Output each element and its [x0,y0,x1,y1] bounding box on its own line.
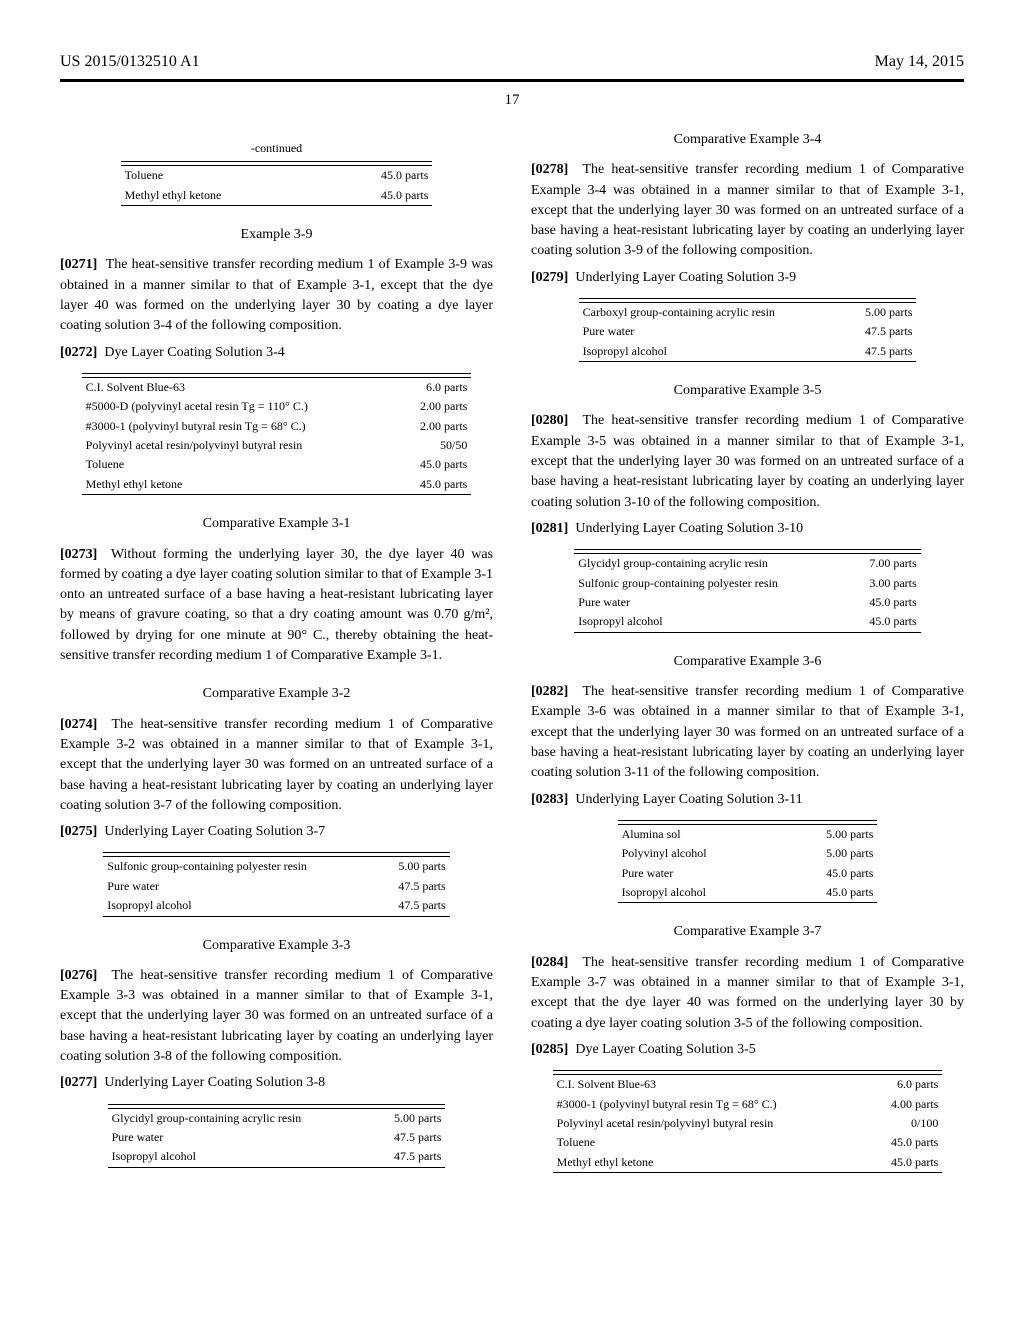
table-row: Methyl ethyl ketone45.0 parts [121,186,433,206]
table-row: Isopropyl alcohol45.0 parts [574,612,920,632]
table-row: Polyvinyl alcohol5.00 parts [618,844,878,863]
paragraph: [0281] Underlying Layer Coating Solution… [531,519,964,539]
para-number: [0278] [531,162,568,177]
composition-table: Sulfonic group-containing polyester resi… [60,852,493,917]
paragraph: [0275] Underlying Layer Coating Solution… [60,822,493,842]
table-row: Isopropyl alcohol47.5 parts [108,1147,446,1167]
table-row: Methyl ethyl ketone45.0 parts [553,1153,943,1173]
right-column: Comparative Example 3-4 [0278] The heat-… [531,130,964,1190]
table-row: Glycidyl group-containing acrylic resin7… [574,554,920,574]
paragraph: [0273] Without forming the underlying la… [60,545,493,667]
section-title: Comparative Example 3-7 [531,922,964,942]
paragraph: [0272] Dye Layer Coating Solution 3-4 [60,343,493,363]
table-row: #3000-1 (polyvinyl butyral resin Tg = 68… [82,417,472,436]
composition-table: C.I. Solvent Blue-636.0 parts #3000-1 (p… [531,1070,964,1174]
table-row: Polyvinyl acetal resin/polyvinyl butyral… [82,436,472,455]
paragraph: [0276] The heat-sensitive transfer recor… [60,966,493,1067]
table-row: Alumina sol5.00 parts [618,824,878,844]
table-row: Toluene45.0 parts [82,455,472,474]
section-title: Comparative Example 3-4 [531,130,964,150]
composition-table: C.I. Solvent Blue-636.0 parts #5000-D (p… [60,373,493,496]
table-row: Pure water47.5 parts [579,322,917,341]
section-title: Comparative Example 3-6 [531,652,964,672]
table-row: C.I. Solvent Blue-636.0 parts [553,1075,943,1095]
table-row: Sulfonic group-containing polyester resi… [574,574,920,593]
paragraph: [0280] The heat-sensitive transfer recor… [531,411,964,512]
left-column: -continued Toluene45.0 parts Methyl ethy… [60,130,493,1190]
paragraph: [0285] Dye Layer Coating Solution 3-5 [531,1040,964,1060]
continued-table: -continued Toluene45.0 parts Methyl ethy… [60,140,493,207]
section-title: Example 3-9 [60,225,493,245]
section-title: Comparative Example 3-5 [531,381,964,401]
paragraph: [0278] The heat-sensitive transfer recor… [531,160,964,261]
paragraph: [0271] The heat-sensitive transfer recor… [60,255,493,336]
doc-date: May 14, 2015 [875,50,964,73]
para-number: [0271] [60,257,97,272]
table-row: Pure water45.0 parts [618,864,878,883]
para-number: [0279] [531,270,568,285]
page-number: 17 [60,90,964,112]
table-row: Glycidyl group-containing acrylic resin5… [108,1108,446,1128]
para-number: [0272] [60,345,97,360]
section-title: Comparative Example 3-1 [60,514,493,534]
table-row: Carboxyl group-containing acrylic resin5… [579,303,917,323]
para-number: [0283] [531,792,568,807]
paragraph: [0277] Underlying Layer Coating Solution… [60,1073,493,1093]
para-number: [0285] [531,1042,568,1057]
para-number: [0282] [531,684,568,699]
para-number: [0284] [531,955,568,970]
table-row: Polyvinyl acetal resin/polyvinyl butyral… [553,1114,943,1133]
paragraph: [0284] The heat-sensitive transfer recor… [531,953,964,1034]
paragraph: [0282] The heat-sensitive transfer recor… [531,682,964,783]
table-row: Isopropyl alcohol45.0 parts [618,883,878,903]
para-number: [0277] [60,1075,97,1090]
content-columns: -continued Toluene45.0 parts Methyl ethy… [60,130,964,1190]
paragraph: [0283] Underlying Layer Coating Solution… [531,790,964,810]
para-number: [0274] [60,717,97,732]
para-number: [0273] [60,547,97,562]
table-row: Toluene45.0 parts [553,1133,943,1152]
section-title: Comparative Example 3-2 [60,684,493,704]
table-row: #3000-1 (polyvinyl butyral resin Tg = 68… [553,1095,943,1114]
header-rule [60,79,964,82]
para-number: [0276] [60,968,97,983]
doc-id: US 2015/0132510 A1 [60,50,200,73]
table-row: Toluene45.0 parts [121,166,433,186]
para-number: [0281] [531,521,568,536]
table-row: Pure water45.0 parts [574,593,920,612]
table-row: Isopropyl alcohol47.5 parts [579,342,917,362]
table-row: Pure water47.5 parts [108,1128,446,1147]
table-row: Sulfonic group-containing polyester resi… [103,857,449,877]
composition-table: Alumina sol5.00 parts Polyvinyl alcohol5… [531,820,964,905]
table-row: Pure water47.5 parts [103,877,449,896]
para-number: [0280] [531,413,568,428]
table-row: C.I. Solvent Blue-636.0 parts [82,377,472,397]
paragraph: [0279] Underlying Layer Coating Solution… [531,268,964,288]
composition-table: Carboxyl group-containing acrylic resin5… [531,298,964,363]
paragraph: [0274] The heat-sensitive transfer recor… [60,715,493,816]
para-number: [0275] [60,824,97,839]
table-row: #5000-D (polyvinyl acetal resin Tg = 110… [82,397,472,416]
table-row: Methyl ethyl ketone45.0 parts [82,475,472,495]
page-header: US 2015/0132510 A1 May 14, 2015 [60,50,964,73]
composition-table: Glycidyl group-containing acrylic resin5… [60,1104,493,1169]
table-title: -continued [60,140,493,157]
table-row: Isopropyl alcohol47.5 parts [103,896,449,916]
section-title: Comparative Example 3-3 [60,936,493,956]
composition-table: Glycidyl group-containing acrylic resin7… [531,549,964,634]
